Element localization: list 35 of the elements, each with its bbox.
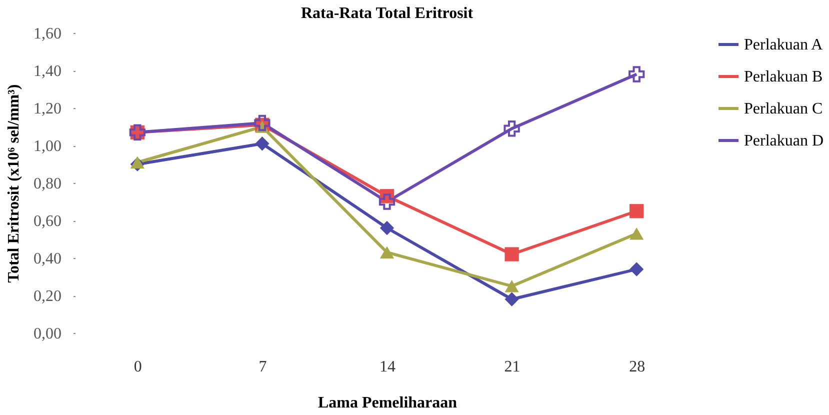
point (255, 136, 270, 151)
point (380, 220, 394, 236)
point (504, 280, 519, 292)
point (378, 194, 396, 210)
y-tick-label: 1,00 (34, 138, 62, 155)
x-tick-label: 21 (504, 358, 520, 376)
point (630, 262, 644, 276)
legend-label: Perlakuan A (744, 36, 824, 54)
point (380, 246, 394, 258)
x-tick-label: 7 (258, 358, 267, 376)
y-tick-label: 0,40 (34, 250, 62, 268)
x-tick-label: 14 (380, 358, 396, 376)
legend-label: Perlakuan C (744, 100, 823, 118)
point (254, 114, 270, 132)
legend-label: Perlakuan B (744, 68, 823, 86)
x-axis-title: Lama Pemeliharaan (318, 394, 458, 412)
y-tick-label: 0,60 (34, 213, 62, 230)
point (504, 120, 520, 137)
y-axis-title: Total Eritrosit (x10⁶ sel/mm³) (6, 84, 22, 283)
y-tick-label: 0,00 (34, 326, 62, 342)
point (504, 247, 519, 262)
point (130, 156, 144, 168)
chart-title: Rata-Rata Total Eritrosit (300, 5, 474, 22)
x-tick-label: 28 (629, 358, 646, 376)
point (630, 228, 644, 240)
legend-label: Perlakuan D (744, 132, 824, 150)
y-tick-label: 1,40 (34, 63, 62, 80)
point (504, 292, 519, 306)
x-tick-label: 0 (134, 358, 142, 376)
y-tick-label: 1,60 (34, 26, 62, 42)
y-tick-label: 1,20 (34, 100, 62, 118)
y-tick-label: 0,20 (34, 288, 62, 305)
point (630, 204, 644, 218)
y-tick-label: 0,80 (34, 176, 62, 192)
point (628, 66, 645, 82)
